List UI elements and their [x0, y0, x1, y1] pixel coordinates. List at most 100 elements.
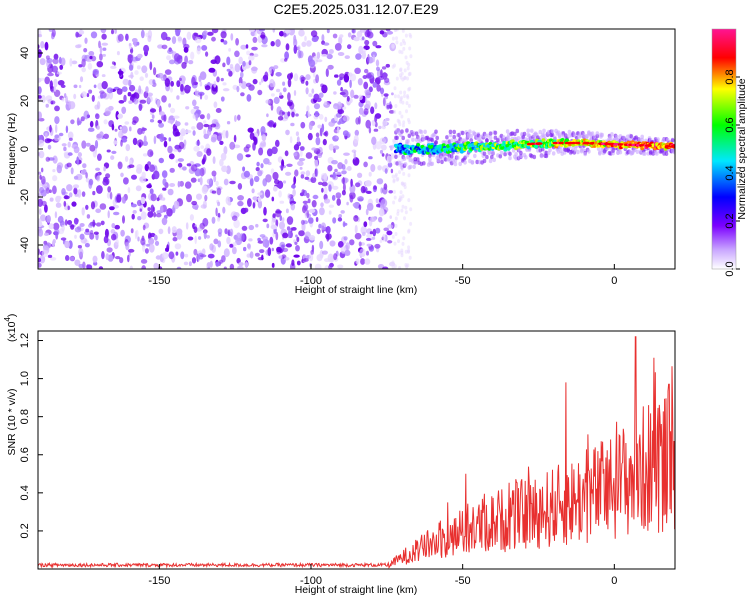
- noise-dot: [217, 201, 221, 207]
- noise-dot: [257, 170, 263, 177]
- noise-dot: [280, 165, 284, 171]
- bottom-y-tick-label: 0.6: [19, 447, 31, 462]
- noise-dot: [40, 175, 46, 185]
- signal-halo-dot: [445, 135, 449, 140]
- noise-dot: [372, 82, 378, 88]
- noise-dot: [314, 159, 319, 169]
- noise-dot: [55, 195, 61, 203]
- noise-dot: [235, 38, 240, 46]
- noise-dot: [396, 176, 400, 181]
- noise-dot: [251, 46, 258, 51]
- noise-dot: [133, 98, 139, 105]
- noise-dot: [45, 55, 50, 60]
- noise-dot: [300, 171, 306, 176]
- noise-dot: [147, 35, 152, 43]
- noise-dot: [252, 78, 258, 85]
- noise-dot: [407, 62, 411, 67]
- noise-dot: [296, 236, 300, 243]
- noise-dot: [94, 104, 99, 110]
- noise-dot: [398, 73, 402, 78]
- noise-dot: [153, 234, 158, 241]
- noise-dot: [344, 249, 351, 256]
- noise-dot: [251, 188, 255, 194]
- noise-dot: [400, 95, 404, 100]
- noise-dot: [340, 210, 345, 214]
- noise-dot: [148, 164, 156, 172]
- noise-dot: [211, 29, 219, 34]
- signal-halo-dot: [503, 152, 507, 157]
- noise-dot: [293, 44, 298, 54]
- signal-halo-dot: [401, 135, 406, 141]
- noise-dot: [48, 29, 53, 32]
- noise-dot: [111, 150, 117, 154]
- noise-dot: [293, 73, 299, 82]
- noise-dot: [279, 92, 282, 97]
- noise-dot: [38, 218, 42, 226]
- noise-dot: [234, 63, 241, 73]
- top-x-axis: -150 -100 -50 0: [148, 264, 617, 287]
- noise-dot: [196, 122, 204, 131]
- noise-dot: [194, 235, 197, 245]
- noise-dot: [328, 204, 335, 208]
- noise-dot: [259, 249, 265, 254]
- signal-halo-dot: [642, 151, 647, 156]
- noise-dot: [129, 265, 133, 269]
- noise-dot: [65, 255, 70, 261]
- noise-dot: [327, 165, 333, 172]
- noise-dot: [287, 111, 291, 117]
- signal-halo-dot: [485, 138, 489, 143]
- noise-dot: [110, 155, 115, 160]
- noise-dot: [377, 165, 382, 171]
- noise-dot: [89, 144, 96, 152]
- noise-dot: [355, 182, 361, 188]
- noise-dot: [355, 53, 362, 60]
- noise-dot: [358, 115, 361, 125]
- noise-dot: [393, 94, 397, 99]
- noise-dot: [121, 137, 127, 143]
- noise-dot: [243, 146, 250, 153]
- noise-dot: [362, 95, 366, 101]
- noise-dot: [238, 56, 243, 65]
- noise-dot: [168, 137, 172, 142]
- noise-dot: [358, 241, 362, 247]
- noise-dot: [146, 243, 151, 247]
- top-x-tick-label: -100: [300, 275, 322, 287]
- noise-dot: [198, 236, 202, 240]
- noise-dot: [191, 200, 198, 206]
- noise-dot: [312, 194, 319, 200]
- noise-dot: [222, 206, 226, 214]
- noise-dot: [88, 89, 93, 94]
- noise-dot: [78, 84, 82, 89]
- noise-dot: [164, 78, 171, 87]
- noise-dot: [116, 51, 120, 56]
- noise-dot: [125, 144, 131, 152]
- noise-dot: [332, 33, 338, 39]
- noise-dot: [99, 45, 103, 54]
- noise-dot: [291, 259, 295, 267]
- noise-dot: [296, 136, 300, 143]
- noise-dot: [185, 85, 192, 90]
- noise-dot: [381, 124, 386, 130]
- noise-dot: [254, 175, 260, 183]
- noise-dot: [354, 67, 361, 75]
- y-scale-exponent: 4: [3, 317, 12, 322]
- noise-dot: [84, 243, 90, 248]
- noise-dot: [78, 64, 83, 68]
- signal-halo-dot: [482, 158, 487, 164]
- noise-dot: [199, 81, 203, 87]
- noise-dot: [193, 145, 200, 152]
- noise-dot: [404, 263, 408, 267]
- noise-dot: [88, 180, 93, 189]
- noise-dot: [177, 158, 184, 162]
- noise-dot: [248, 55, 255, 61]
- signal-halo-dot: [473, 131, 477, 137]
- noise-dot: [241, 225, 248, 231]
- noise-dot: [327, 53, 332, 59]
- noise-dot: [272, 171, 279, 181]
- noise-dot: [390, 168, 394, 174]
- noise-dot: [125, 241, 130, 251]
- noise-dot: [287, 193, 291, 200]
- noise-dot: [57, 215, 64, 224]
- noise-dot: [212, 156, 216, 165]
